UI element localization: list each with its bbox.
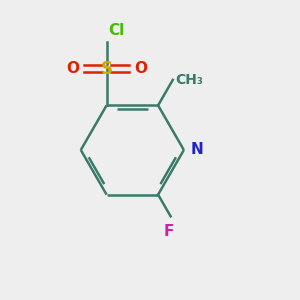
Text: S: S (100, 60, 112, 78)
Text: O: O (66, 61, 79, 76)
Text: O: O (134, 61, 147, 76)
Text: F: F (164, 224, 174, 239)
Text: Cl: Cl (108, 23, 124, 38)
Text: N: N (190, 142, 203, 158)
Text: CH₃: CH₃ (175, 73, 203, 87)
